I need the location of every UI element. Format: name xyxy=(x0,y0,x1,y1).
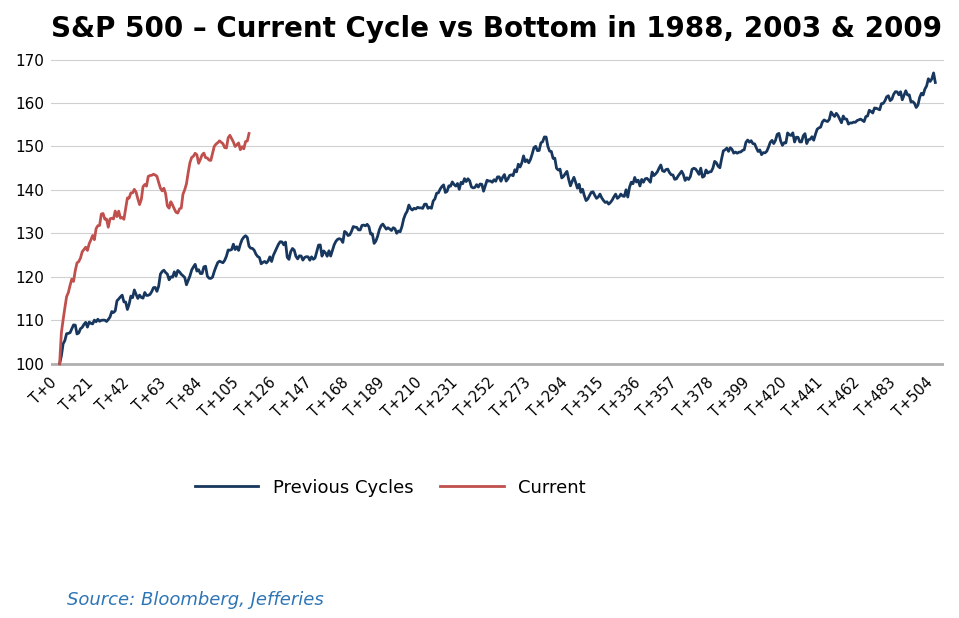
Previous Cycles xyxy=(283,256,294,263)
Text: S&P 500 – Current Cycle vs Bottom in 1988, 2003 & 2009: S&P 500 – Current Cycle vs Bottom in 198… xyxy=(51,15,942,43)
Text: Source: Bloomberg, Jefferies: Source: Bloomberg, Jefferies xyxy=(67,591,324,609)
Current xyxy=(141,182,152,190)
Previous Cycles xyxy=(356,222,367,229)
Line: Current: Current xyxy=(59,133,249,364)
Current xyxy=(244,130,255,137)
Previous Cycles xyxy=(321,253,333,260)
Previous Cycles xyxy=(304,256,316,264)
Previous Cycles xyxy=(807,133,818,140)
Current xyxy=(188,153,199,160)
Legend: Previous Cycles, Current: Previous Cycles, Current xyxy=(188,472,593,504)
Previous Cycles xyxy=(188,263,199,271)
Previous Cycles xyxy=(54,360,65,368)
Current xyxy=(54,360,65,368)
Current xyxy=(238,145,249,153)
Current xyxy=(146,172,157,179)
Previous Cycles xyxy=(929,78,941,86)
Current xyxy=(231,141,243,148)
Current xyxy=(109,208,121,215)
Line: Previous Cycles: Previous Cycles xyxy=(59,73,935,364)
Previous Cycles xyxy=(927,69,939,77)
